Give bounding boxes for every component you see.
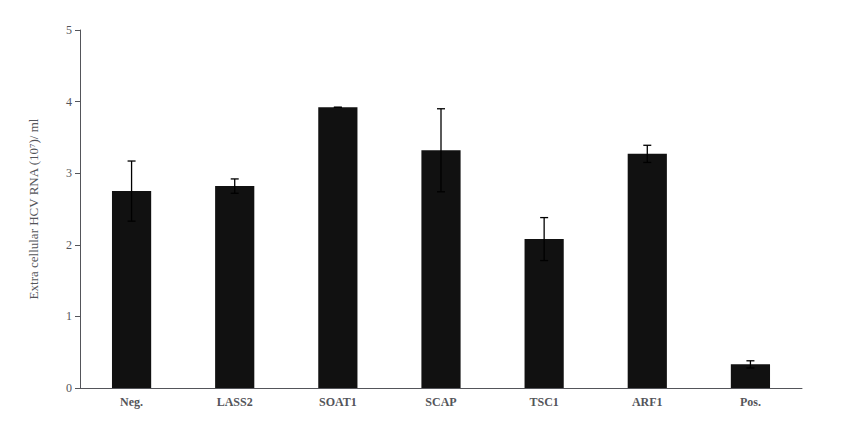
- svg-text:TSC1: TSC1: [529, 395, 558, 409]
- svg-text:Pos.: Pos.: [740, 395, 761, 409]
- svg-text:SCAP: SCAP: [425, 395, 456, 409]
- svg-text:Neg.: Neg.: [120, 395, 143, 409]
- svg-text:3: 3: [66, 166, 72, 180]
- svg-text:0: 0: [66, 381, 72, 395]
- svg-text:5: 5: [66, 23, 72, 37]
- svg-text:SOAT1: SOAT1: [319, 395, 357, 409]
- svg-text:2: 2: [66, 238, 72, 252]
- svg-text:Extra cellular HCV RNA (10⁷)/: Extra cellular HCV RNA (10⁷)/ ml: [26, 118, 41, 299]
- svg-text:LASS2: LASS2: [217, 395, 253, 409]
- svg-text:1: 1: [66, 309, 72, 323]
- svg-text:ARF1: ARF1: [632, 395, 663, 409]
- svg-text:4: 4: [66, 95, 72, 109]
